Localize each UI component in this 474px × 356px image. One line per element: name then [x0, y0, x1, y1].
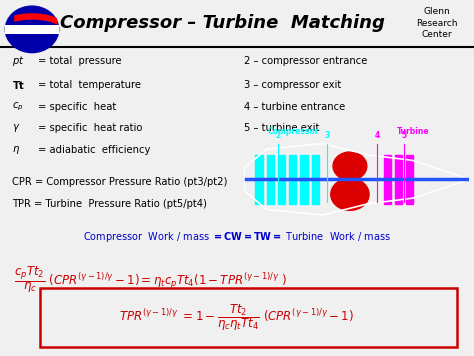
Text: Turbine: Turbine [397, 127, 429, 136]
Text: 5 – turbine exit: 5 – turbine exit [244, 123, 319, 133]
Text: 4 – turbine entrance: 4 – turbine entrance [244, 102, 346, 112]
Bar [312, 155, 319, 204]
Bar [255, 155, 263, 204]
Text: $\eta$: $\eta$ [12, 144, 20, 156]
Bar [289, 155, 296, 204]
Text: Compressor: Compressor [268, 127, 319, 136]
Text: Glenn
Research
Center: Glenn Research Center [416, 7, 457, 40]
Bar [395, 155, 402, 204]
Text: 2: 2 [275, 131, 281, 141]
Text: = adiabatic  efficiency: = adiabatic efficiency [38, 145, 150, 155]
Bar [266, 155, 274, 204]
Text: = specific  heat ratio: = specific heat ratio [38, 123, 142, 133]
Text: $\gamma$: $\gamma$ [12, 122, 20, 134]
Polygon shape [14, 13, 57, 25]
Bar [278, 155, 285, 204]
FancyBboxPatch shape [40, 288, 457, 347]
Text: = total  pressure: = total pressure [38, 56, 121, 66]
Text: = specific  heat: = specific heat [38, 102, 116, 112]
Bar [384, 155, 391, 204]
Bar [406, 155, 413, 204]
Text: $\mathbf{Tt}$: $\mathbf{Tt}$ [12, 79, 25, 91]
Text: $\dfrac{c_p Tt_2}{\eta_c}\ (CPR^{(\gamma-1)/\gamma} - 1) = \eta_t c_p Tt_4 ( 1 -: $\dfrac{c_p Tt_2}{\eta_c}\ (CPR^{(\gamma… [14, 264, 288, 295]
Circle shape [5, 6, 59, 53]
Text: $c_p$: $c_p$ [12, 101, 24, 113]
Text: $\it{pt}$: $\it{pt}$ [12, 53, 25, 68]
Text: 2 – compressor entrance: 2 – compressor entrance [244, 56, 367, 66]
Bar [301, 155, 308, 204]
Text: = total  temperature: = total temperature [38, 80, 141, 90]
Text: CPR = Compressor Pressure Ratio (pt3/pt2): CPR = Compressor Pressure Ratio (pt3/pt2… [12, 177, 227, 187]
Circle shape [333, 152, 367, 180]
Text: 3: 3 [325, 131, 330, 141]
Text: Compressor – Turbine  Matching: Compressor – Turbine Matching [60, 14, 385, 32]
Text: NASA: NASA [13, 24, 51, 37]
Circle shape [331, 178, 369, 210]
Text: 4: 4 [374, 131, 380, 141]
Text: 5: 5 [401, 131, 407, 141]
Text: $TPR^{(\gamma-1)/\gamma}\ = 1 - \dfrac{Tt_2}{\eta_c \eta_t Tt_4}\ (CPR^{(\gamma-: $TPR^{(\gamma-1)/\gamma}\ = 1 - \dfrac{T… [119, 302, 355, 333]
Text: 3 – compressor exit: 3 – compressor exit [244, 80, 341, 90]
Text: TPR = Turbine  Pressure Ratio (pt5/pt4): TPR = Turbine Pressure Ratio (pt5/pt4) [12, 199, 207, 209]
FancyBboxPatch shape [5, 25, 59, 34]
Text: Compressor  Work / mass $\mathbf{= CW = TW =}$ Turbine  Work / mass: Compressor Work / mass $\mathbf{= CW = T… [83, 230, 391, 244]
